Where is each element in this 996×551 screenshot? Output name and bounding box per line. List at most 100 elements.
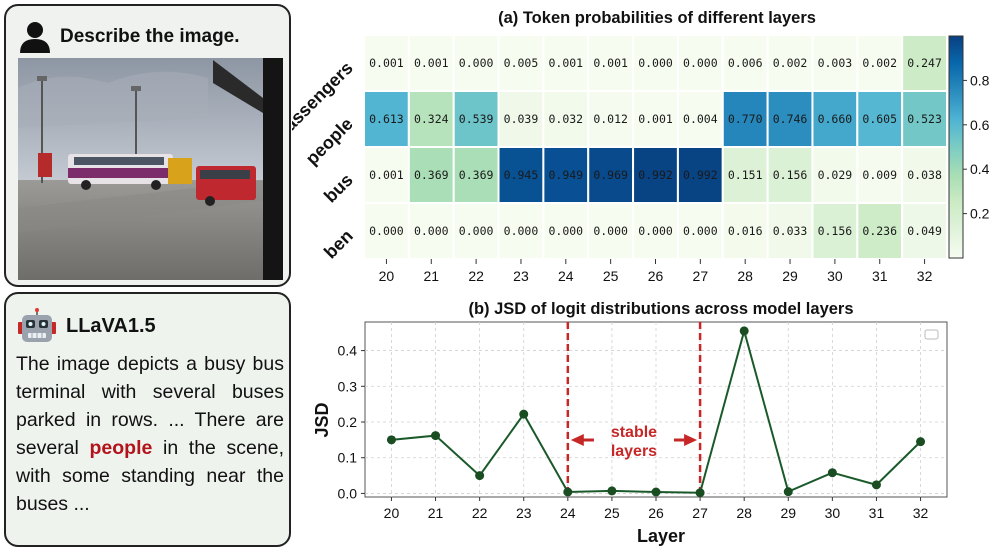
jsd-data-point: [607, 486, 617, 496]
heatmap-cell: [766, 202, 814, 260]
annotation-arrowhead-right: [684, 434, 698, 446]
heatmap-cell-label: 0.000: [459, 56, 494, 70]
heatmap-cell: [363, 202, 410, 260]
heatmap-cell: [901, 146, 949, 204]
heatmap-x-tick-label: 27: [693, 268, 709, 284]
colorbar: [948, 35, 964, 259]
heatmap-cell-label: 0.001: [369, 56, 404, 70]
model-response-header: LLaVA1.5: [18, 308, 156, 344]
heatmap-cell: [721, 202, 769, 260]
heatmap-cell-label: 0.000: [638, 224, 673, 238]
heatmap-cell: [542, 90, 590, 148]
heatmap-x-tick-label: 25: [603, 268, 619, 284]
heatmap-cell-label: 0.001: [369, 168, 404, 182]
heatmap-cell: [452, 34, 500, 92]
heatmap-cell-label: 0.029: [818, 168, 853, 182]
heatmap-x-tick-label: 30: [827, 268, 843, 284]
heatmap-cell-label: 0.151: [728, 168, 763, 182]
y-tick-label: 0.1: [338, 450, 358, 466]
heatmap-row-label: people: [302, 114, 357, 169]
heatmap-cell: [452, 146, 500, 204]
heatmap-cell-label: 0.000: [683, 56, 718, 70]
heatmap-cell-label: 0.000: [414, 224, 449, 238]
heatmap-x-tick-label: 28: [737, 268, 753, 284]
heatmap-cell-label: 0.049: [907, 224, 942, 238]
heatmap-cell-label: 0.001: [548, 56, 583, 70]
response-text-after: in the scene, with some standing near th…: [16, 437, 284, 515]
heatmap-cell: [766, 146, 814, 204]
heatmap-cell-label: 0.038: [907, 168, 942, 182]
model-response-panel: LLaVA1.5 The image depicts a busy bus te…: [4, 292, 291, 547]
heatmap-cell-label: 0.949: [548, 168, 583, 182]
jsd-data-point: [739, 326, 749, 336]
heatmap-row-label: bus: [320, 170, 357, 207]
heatmap-cell-label: 0.324: [414, 112, 449, 126]
heatmap-cell-label: 0.032: [548, 112, 583, 126]
heatmap-cell-label: 0.369: [459, 168, 494, 182]
heatmap-row-label: ben: [320, 226, 357, 263]
user-prompt-panel: Describe the image.: [4, 4, 291, 287]
heatmap-cell: [452, 202, 500, 260]
heatmap-cell-label: 0.746: [773, 112, 808, 126]
jsd-data-point: [827, 468, 837, 478]
heatmap-cell: [587, 202, 635, 260]
heatmap-cell-label: 0.000: [683, 224, 718, 238]
heatmap-cell-label: 0.002: [862, 56, 897, 70]
heatmap-x-tick-label: 29: [782, 268, 798, 284]
heatmap-cell-label: 0.247: [907, 56, 942, 70]
jsd-data-point: [916, 437, 926, 447]
heatmap-cell-label: 0.003: [818, 56, 853, 70]
heatmap-cell-label: 0.001: [414, 56, 449, 70]
heatmap-x-tick-label: 31: [872, 268, 888, 284]
x-tick-label: 22: [472, 505, 488, 521]
heatmap-cell: [676, 34, 724, 92]
heatmap-cell: [542, 34, 590, 92]
heatmap-cell-label: 0.945: [504, 168, 539, 182]
x-tick-label: 20: [384, 505, 400, 521]
heatmap-cell-label: 0.001: [593, 56, 628, 70]
model-response-text: The image depicts a busy bus terminal wi…: [16, 350, 284, 518]
line-chart-title: (b) JSD of logit distributions across mo…: [468, 300, 853, 318]
x-tick-label: 25: [604, 505, 620, 521]
heatmap-cell-label: 0.992: [638, 168, 673, 182]
heatmap-title: (a) Token probabilities of different lay…: [498, 9, 816, 27]
heatmap-cell: [363, 34, 410, 92]
x-tick-label: 24: [560, 505, 576, 521]
x-tick-label: 26: [648, 505, 664, 521]
legend-box: [924, 329, 939, 340]
heatmap-cell-label: 0.004: [683, 112, 718, 126]
heatmap-cell-label: 0.016: [728, 224, 763, 238]
x-tick-label: 28: [736, 505, 752, 521]
y-axis-label: JSD: [312, 402, 332, 437]
heatmap-cell-label: 0.539: [459, 112, 494, 126]
heatmap-x-tick-label: 21: [423, 268, 439, 284]
heatmap-cell-label: 0.156: [773, 168, 808, 182]
annotation-text-line2: layers: [611, 443, 657, 460]
heatmap-cell: [901, 34, 949, 92]
response-highlight-word: people: [89, 437, 153, 459]
x-tick-label: 32: [913, 505, 929, 521]
jsd-data-point: [783, 487, 793, 497]
bus-terminal-photo: [18, 58, 283, 280]
jsd-data-point: [871, 480, 881, 490]
colorbar-tick-label: 0.8: [970, 72, 990, 88]
user-prompt-text: Describe the image.: [60, 26, 240, 47]
heatmap-cell-label: 0.033: [773, 224, 808, 238]
heatmap-cell: [497, 90, 545, 148]
x-tick-label: 30: [825, 505, 841, 521]
heatmap-cell-label: 0.000: [638, 56, 673, 70]
robot-icon: [18, 308, 56, 342]
heatmap-cell: [721, 34, 769, 92]
jsd-data-point: [563, 487, 573, 497]
heatmap-cell-label: 0.000: [548, 224, 583, 238]
y-tick-label: 0.0: [338, 485, 358, 501]
response-text-before: The image depicts a busy bus terminal wi…: [16, 353, 284, 459]
x-tick-label: 27: [692, 505, 708, 521]
heatmap-cell-label: 0.009: [862, 168, 897, 182]
heatmap-cell-label: 0.000: [504, 224, 539, 238]
heatmap-cell: [542, 202, 590, 260]
heatmap-x-tick-label: 23: [513, 268, 529, 284]
x-axis-label: Layer: [637, 526, 685, 546]
heatmap-cell-label: 0.000: [369, 224, 404, 238]
heatmap-cell: [632, 34, 679, 92]
